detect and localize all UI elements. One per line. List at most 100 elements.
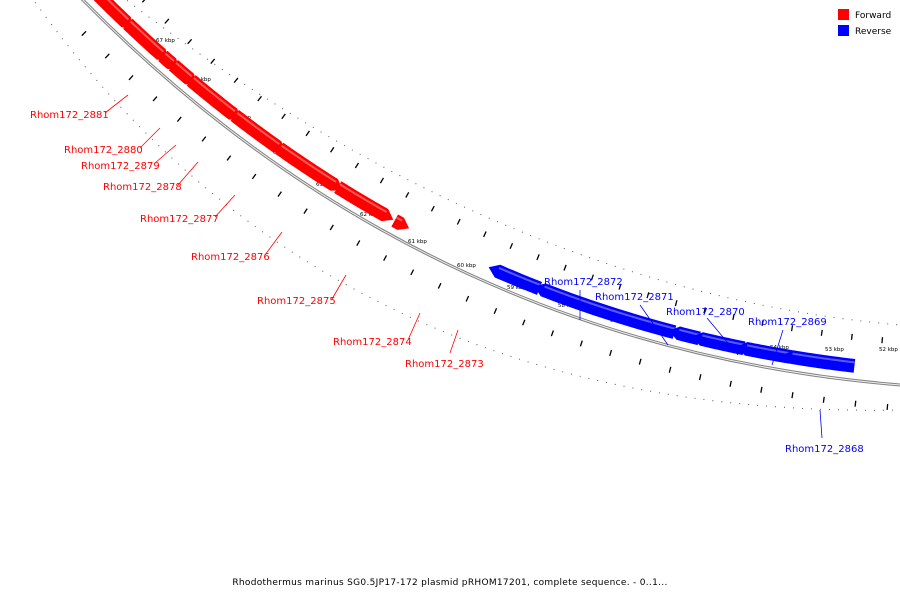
tick-mark-inner — [493, 307, 498, 315]
gene-arrow-Rhom172_2874 — [334, 181, 394, 222]
gene-labels: Rhom172_2881 Rhom172_2880 Rhom172_2879 Rhom… — [30, 110, 864, 455]
gene-arrow-highlight — [175, 62, 193, 77]
tick-mark-inner — [104, 53, 110, 59]
tick-mark-outer — [590, 274, 594, 281]
tick-mark-inner — [609, 349, 613, 356]
tick-mark-inner — [152, 96, 158, 102]
callout-line — [264, 231, 283, 256]
tick-mark-inner — [579, 340, 583, 347]
gene-arrow-body — [334, 181, 394, 222]
gene-label: Rhom172_2876 — [191, 252, 270, 263]
tick-mark-inner — [437, 282, 442, 289]
gene-arrow-highlight — [396, 216, 403, 222]
callout-line — [407, 312, 421, 341]
gene-label: Rhom172_2868 — [785, 444, 864, 455]
tick-mark-outer — [703, 307, 707, 314]
tick-mark-inner — [729, 380, 732, 387]
gene-label: Rhom172_2872 — [544, 277, 623, 288]
gene-arrow-Rhom172_2876 — [230, 109, 286, 153]
tick-mark-outer — [405, 191, 410, 198]
tick-mark-outer — [233, 77, 239, 84]
tick-mark-inner — [522, 319, 526, 326]
tick-label: 60 kbp — [457, 263, 476, 269]
tick-marks — [81, 0, 889, 411]
gene-arrow-highlight — [679, 328, 700, 336]
tick-mark-outer — [509, 243, 514, 250]
callout-line — [154, 144, 177, 164]
tick-mark-inner — [886, 403, 889, 411]
gene-label: Rhom172_2881 — [30, 110, 109, 121]
gene-arrow-body — [186, 75, 241, 121]
tick-mark-outer — [563, 264, 567, 271]
tick-mark-inner — [854, 400, 857, 407]
gene-arrow-highlight — [193, 77, 236, 113]
gene-features — [93, 0, 856, 373]
tick-label: 67 kbp — [156, 38, 175, 44]
tick-mark-outer — [820, 329, 823, 336]
callout-line — [331, 274, 347, 300]
tick-mark-outer — [790, 325, 794, 332]
tick-mark-outer — [850, 333, 853, 340]
gene-arrow-highlight — [281, 144, 337, 183]
callout-line — [449, 329, 459, 354]
callout-line — [139, 127, 161, 149]
gene-label: Rhom172_2879 — [81, 161, 160, 172]
gene-arrow-highlight — [129, 20, 164, 53]
gene-arrow-continuation — [782, 350, 856, 373]
tick-mark-outer — [761, 319, 764, 326]
tick-mark-inner — [465, 295, 470, 302]
tick-mark-outer — [732, 313, 735, 321]
tick-mark-inner — [303, 208, 308, 214]
gene-arrow-highlight — [746, 344, 792, 355]
tick-mark-inner — [383, 255, 388, 261]
tick-mark-inner — [176, 116, 182, 122]
callout-line — [177, 161, 199, 186]
gene-label: Rhom172_2875 — [257, 296, 336, 307]
gene-label: Rhom172_2870 — [666, 307, 745, 318]
tick-mark-inner — [251, 173, 257, 180]
legend-reverse-swatch — [838, 25, 849, 36]
tick-label: 53 kbp — [825, 347, 844, 353]
gene-arrow-body — [391, 214, 410, 230]
tick-mark-inner — [822, 396, 825, 403]
tick-mark-outer — [164, 18, 170, 24]
tick-mark-inner — [698, 374, 702, 381]
tick-mark-outer — [881, 337, 884, 344]
gene-arrow-Rhom172_2869 — [691, 332, 746, 356]
gene-label: Rhom172_2874 — [333, 337, 412, 348]
tick-mark-inner — [356, 240, 361, 247]
tick-mark-outer — [257, 95, 262, 102]
legend-forward-swatch — [838, 9, 849, 20]
backbone-arc-highlight — [82, 0, 900, 386]
gene-label: Rhom172_2877 — [140, 214, 219, 225]
tick-mark-inner — [277, 191, 282, 197]
tick-mark-inner — [668, 366, 672, 373]
tick-mark-outer — [281, 113, 286, 120]
legend-reverse-label: Reverse — [855, 27, 892, 37]
tick-mark-outer — [618, 283, 622, 290]
callout-line — [706, 317, 739, 356]
gene-arrow-Rhom172_2870 — [669, 326, 701, 346]
tick-mark-outer — [430, 205, 435, 212]
tick-label: 61 kbp — [408, 239, 427, 245]
tick-label: 54 kbp — [770, 345, 789, 351]
tick-mark-outer — [187, 38, 193, 45]
tick-label: 59 kbp — [507, 285, 526, 291]
gene-arrow-highlight — [164, 52, 175, 62]
tick-mark-outer — [330, 146, 335, 153]
gene-label: Rhom172_2878 — [103, 182, 182, 193]
tick-mark-outer — [646, 292, 650, 299]
map-caption: Rhodothermus marinus SG0.5JP17-172 plasm… — [232, 578, 668, 588]
tick-mark-outer — [483, 231, 487, 238]
gene-arrow-highlight — [236, 112, 280, 145]
tick-mark-outer — [210, 58, 216, 64]
gene-arrow-highlight — [498, 266, 541, 286]
gene-callouts — [104, 94, 823, 439]
gene-arrow-highlight — [106, 0, 130, 21]
gene-label: Rhom172_2873 — [405, 359, 484, 370]
tick-mark-inner — [410, 269, 415, 276]
tick-mark-outer — [536, 254, 540, 261]
gene-arrow-highlight — [702, 334, 745, 346]
